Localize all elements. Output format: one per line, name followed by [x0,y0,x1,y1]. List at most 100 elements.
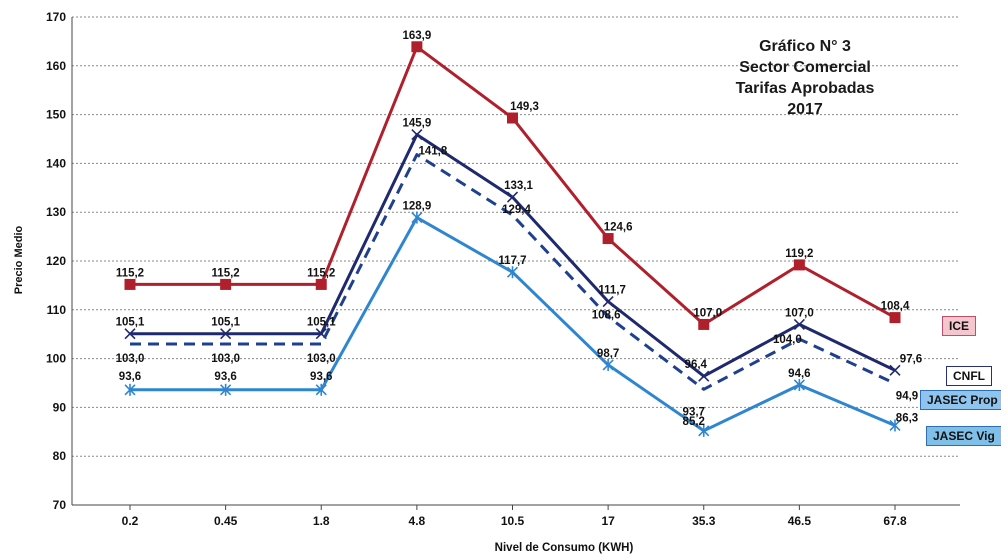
data-point [506,191,519,203]
marker-stroke [315,328,327,340]
data-label: 85,2 [683,416,705,428]
marker-stroke [793,318,805,331]
y-tick-label: 70 [53,498,67,512]
data-point [411,41,423,53]
data-point [793,318,805,331]
y-tick-label: 130 [46,205,66,219]
data-label: 107,0 [785,307,814,319]
data-label: 145,9 [402,118,431,130]
data-label: 105,1 [211,317,240,329]
legend-item-jasec-prop: JASEC Prop [920,390,1001,410]
data-point [411,211,423,224]
data-point [315,278,327,290]
x-tick-label: 0.45 [214,514,238,528]
data-point [124,383,136,396]
x-tick-label: 67.8 [883,514,907,528]
y-tick-label: 150 [46,108,66,122]
data-label: 115,2 [212,267,240,279]
x-tick-label: 10.5 [501,514,525,528]
data-label: 105,1 [116,317,145,329]
marker-stroke [698,370,710,382]
data-point [889,419,901,432]
data-labels: 115,2 115,2 115,2 163,9 149,3 124,6 107,0 119,2… [116,30,923,428]
data-point [315,383,327,396]
y-tick-label: 90 [53,400,67,414]
y-tick-label: 160 [46,59,66,73]
grid-lines [72,16,960,457]
data-point [889,312,901,324]
legend-item-ice: ICE [942,316,977,336]
data-point [698,424,710,437]
x-tick-label: 46.5 [788,514,812,528]
y-tick-label: 170 [46,10,66,24]
marker-stroke [889,364,901,376]
data-label: 128,9 [402,201,431,213]
data-label: 97,6 [900,353,922,365]
legend-label: JASEC Prop [927,393,998,407]
data-label: 149,3 [510,101,539,113]
x-axis-title: Nivel de Consumo (KWH) [495,542,634,554]
data-point [889,364,901,376]
series-lines [124,41,901,437]
chart-title-line: Gráfico N° 3 [759,38,851,55]
data-label: 163,9 [402,30,431,42]
tick-labels: 70 80 90 100 110 120 130 140 150 160 170 0.2 0.45 1.8… [46,10,907,528]
data-label: 108,4 [881,301,910,313]
data-label: 93,6 [119,371,141,383]
data-label: 124,6 [604,222,633,234]
chart-title-line: Tarifas Aprobadas [735,80,875,97]
data-label: 93,6 [310,371,332,383]
data-label: 103,0 [116,353,145,365]
data-label: 94,9 [896,390,918,402]
x-tick-label: 4.8 [409,514,426,528]
data-label: 94,6 [788,368,810,380]
y-tick-label: 100 [46,352,66,366]
data-label: 117,7 [498,255,526,267]
data-label: 98,7 [597,348,619,360]
x-tick-label: 1.8 [313,514,330,528]
data-point [124,328,136,340]
data-label: 141,8 [418,146,447,158]
data-point [793,259,805,271]
series-line-jasec-vig [130,216,896,433]
legend-label: CNFL [953,369,985,383]
data-point [793,378,805,391]
data-point [698,318,710,330]
data-label: 133,1 [504,180,533,192]
data-label: 108,6 [592,310,621,322]
data-point [602,358,614,371]
chart-title-line: 2017 [787,101,823,118]
data-label: 103,0 [307,353,336,365]
data-label: 104,0 [773,334,802,346]
data-point [602,233,614,245]
data-label: 93,6 [214,371,236,383]
legend-item-cnfl: CNFL [946,366,992,386]
data-point [507,112,518,124]
data-point [124,278,136,290]
data-label: 115,2 [116,267,144,279]
y-tick-label: 140 [46,156,66,170]
chart-title: Gráfico N° 3 Sector Comercial Tarifas Ap… [700,36,910,120]
legend-label: ICE [949,319,970,333]
data-point [506,266,519,279]
data-label: 103,0 [211,353,240,365]
x-tick-label: 35.3 [692,514,716,528]
series-line-jasec-prop [130,153,896,391]
chart-title-line: Sector Comercial [739,59,871,76]
data-label: 93,7 [683,406,705,418]
data-label: 129,4 [502,204,531,216]
data-label: 111,7 [598,285,626,297]
x-tick-label: 0.2 [122,514,139,528]
data-point [220,278,232,290]
data-point [220,383,232,396]
y-tick-label: 120 [46,254,66,268]
x-tick-label: 17 [601,514,615,528]
marker-stroke [411,129,423,141]
data-label: 96,4 [685,359,708,371]
data-point [602,295,614,308]
legend-item-jasec-vig: JASEC Vig [926,426,1001,446]
data-point [220,328,232,340]
marker-stroke [506,191,519,203]
y-tick-label: 110 [47,303,67,317]
